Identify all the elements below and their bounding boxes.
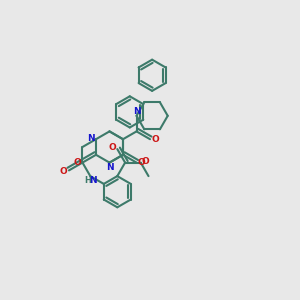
Text: N: N [87,134,94,143]
Text: O: O [152,135,159,144]
Text: N: N [106,163,114,172]
Text: N: N [89,176,97,185]
Text: O: O [73,158,81,167]
Text: N: N [134,107,141,116]
Text: O: O [60,167,68,176]
Text: O: O [142,157,149,166]
Text: O: O [138,158,146,167]
Text: O: O [109,143,116,152]
Text: H: H [84,176,91,185]
